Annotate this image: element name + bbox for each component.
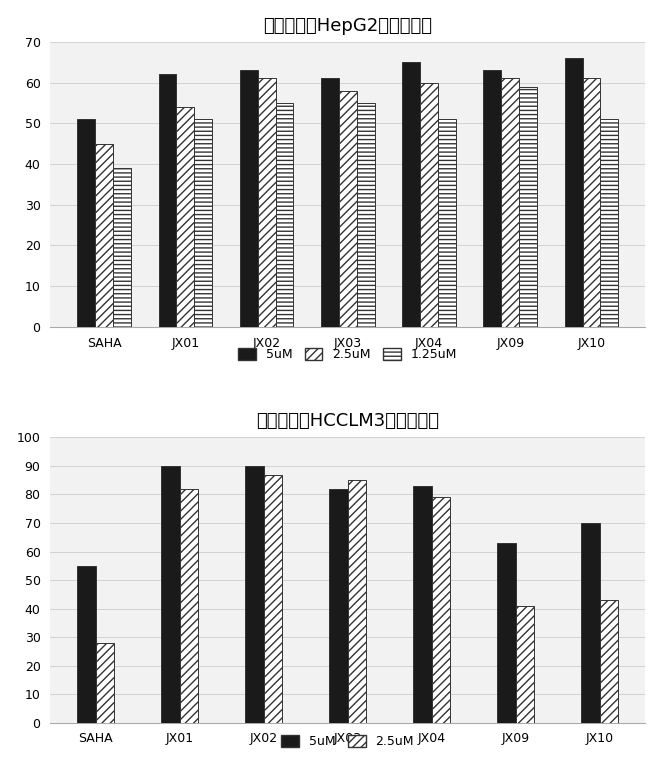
Bar	[258, 78, 275, 327]
Bar	[321, 78, 339, 327]
Bar	[180, 488, 199, 723]
Bar	[77, 566, 96, 723]
Title: 化合物促进HCCLM3凋亡效果图: 化合物促进HCCLM3凋亡效果图	[256, 412, 440, 430]
Bar	[402, 62, 420, 327]
Bar	[246, 466, 263, 723]
Bar	[240, 71, 258, 327]
Bar	[600, 119, 618, 327]
Bar	[194, 119, 212, 327]
Bar	[95, 144, 113, 327]
Bar	[162, 466, 180, 723]
Bar	[113, 168, 131, 327]
Bar	[583, 78, 600, 327]
Bar	[357, 103, 375, 327]
Bar	[77, 119, 95, 327]
Bar	[96, 643, 115, 723]
Title: 化合物促进HepG2凋亡效果图: 化合物促进HepG2凋亡效果图	[263, 17, 432, 35]
Bar	[275, 103, 293, 327]
Bar	[483, 71, 501, 327]
Bar	[497, 543, 516, 723]
Legend: 5uM, 2.5uM: 5uM, 2.5uM	[277, 730, 419, 753]
Bar	[432, 498, 450, 723]
Bar	[329, 488, 348, 723]
Bar	[263, 475, 282, 723]
Bar	[348, 480, 366, 723]
Bar	[438, 119, 456, 327]
Bar	[516, 606, 534, 723]
Bar	[158, 74, 176, 327]
Bar	[581, 523, 600, 723]
Bar	[420, 82, 438, 327]
Bar	[600, 600, 618, 723]
Bar	[339, 91, 357, 327]
Bar	[501, 78, 519, 327]
Bar	[519, 87, 537, 327]
Bar	[413, 486, 432, 723]
Legend: 5uM, 2.5uM, 1.25uM: 5uM, 2.5uM, 1.25uM	[233, 343, 462, 366]
Bar	[176, 107, 194, 327]
Bar	[565, 58, 583, 327]
